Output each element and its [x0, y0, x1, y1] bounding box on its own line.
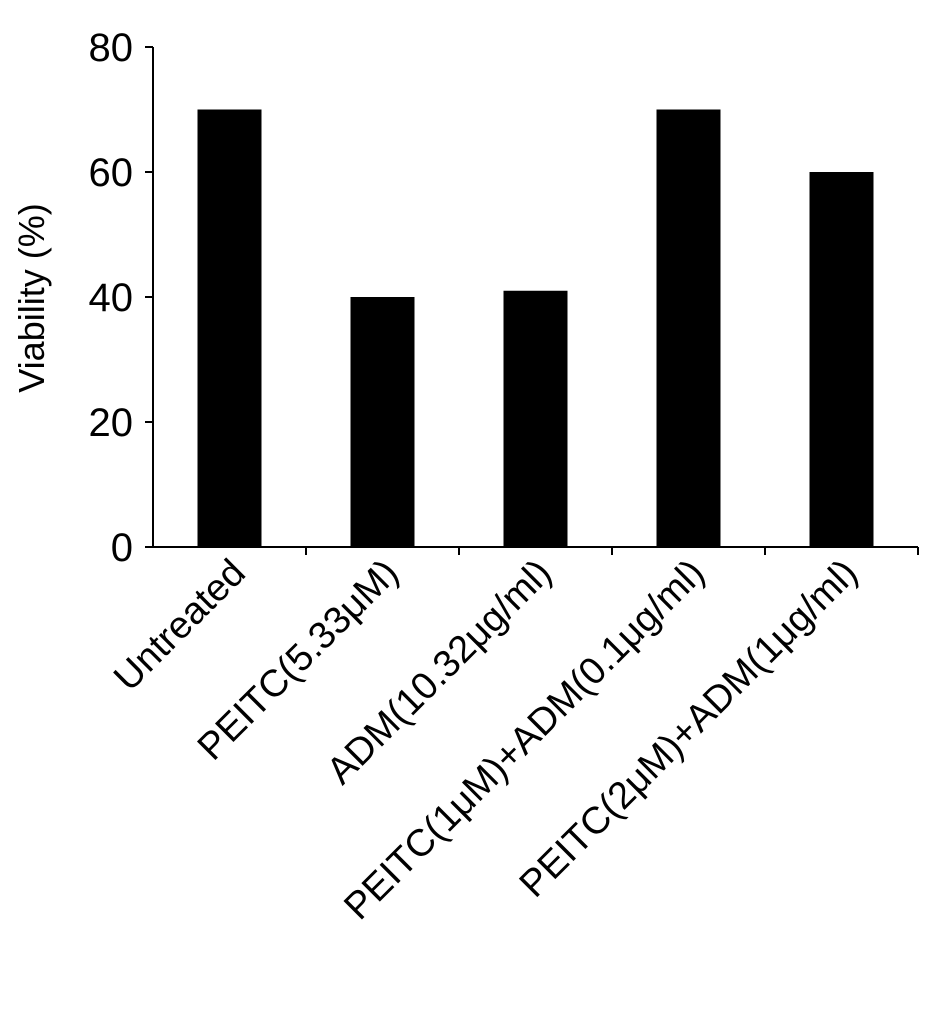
bar-3 [503, 290, 568, 547]
bar-1 [197, 109, 262, 547]
y-axis-ticks: 0 20 40 60 80 [89, 26, 153, 570]
bar-4 [656, 109, 721, 547]
y-tick-label: 0 [111, 526, 133, 570]
bar-2 [350, 297, 415, 547]
y-axis-title: Viability (%) [11, 203, 52, 392]
y-tick-label: 40 [89, 276, 134, 320]
y-tick-label: 20 [89, 401, 134, 445]
bar-5 [809, 172, 874, 547]
x-category-label: Untreated [106, 552, 254, 700]
y-tick-label: 60 [89, 151, 134, 195]
x-axis-labels: UntreatedPEITC(5.33μM)ADM(10.32μg/ml)PEI… [106, 552, 866, 928]
bar-group [197, 109, 874, 547]
y-tick-label: 80 [89, 26, 134, 70]
